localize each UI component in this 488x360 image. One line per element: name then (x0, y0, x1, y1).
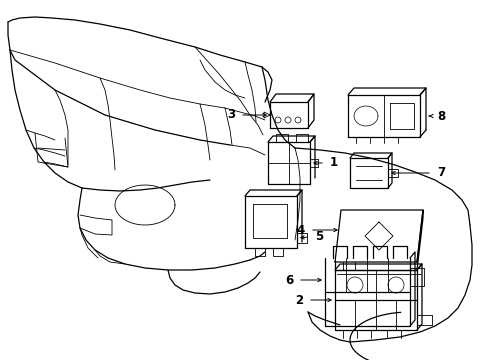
Text: 6: 6 (284, 274, 292, 287)
Text: 2: 2 (294, 293, 303, 306)
Text: 1: 1 (329, 157, 337, 170)
Text: 3: 3 (226, 108, 235, 122)
Text: 4: 4 (296, 224, 305, 237)
Text: 8: 8 (436, 109, 445, 122)
Text: 7: 7 (436, 166, 444, 180)
Text: 5: 5 (314, 230, 323, 243)
